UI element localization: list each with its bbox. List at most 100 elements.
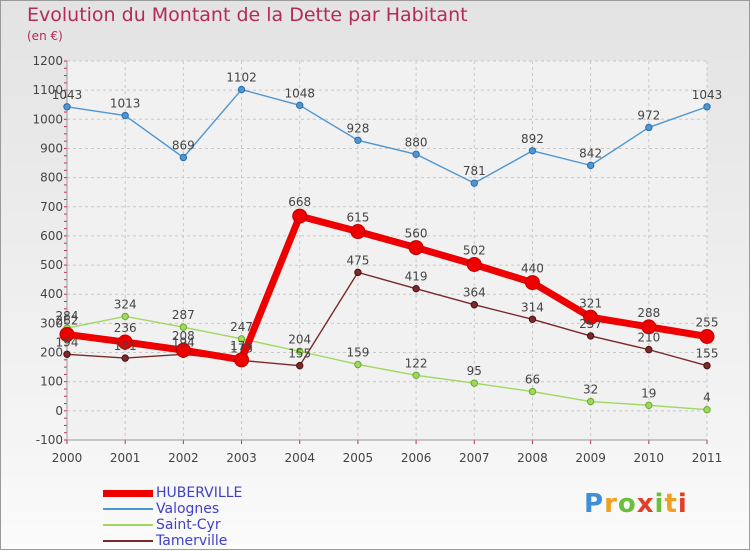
data-point-huberville: [699, 329, 715, 345]
data-label-huberville: 440: [521, 262, 544, 276]
data-label-huberville: 262: [56, 313, 79, 327]
data-label-valognes: 1043: [52, 88, 83, 102]
data-point-saint-cyr: [412, 371, 420, 379]
y-tick-label: 600: [40, 229, 63, 243]
data-label-huberville: 502: [463, 243, 486, 257]
data-point-tamerville: [412, 284, 420, 293]
data-point-huberville: [641, 319, 657, 335]
y-tick-label: 1000: [32, 112, 63, 126]
data-label-tamerville: 257: [579, 317, 602, 331]
legend-swatch: [103, 540, 153, 542]
logo-letter: o: [617, 489, 637, 519]
x-tick-label: 2011: [692, 451, 723, 465]
data-point-valognes: [296, 101, 304, 110]
data-label-saint-cyr: 19: [641, 386, 656, 400]
x-tick-label: 2007: [459, 451, 490, 465]
plot-area: [67, 61, 707, 440]
data-point-saint-cyr: [703, 405, 711, 414]
data-point-tamerville: [296, 361, 304, 370]
data-point-tamerville: [354, 268, 362, 277]
data-label-tamerville: 314: [521, 300, 544, 314]
data-point-valognes: [63, 103, 71, 111]
data-label-tamerville: 194: [172, 335, 195, 349]
legend-label: Valognes: [156, 501, 220, 517]
data-label-huberville: 236: [114, 321, 137, 335]
data-point-saint-cyr: [237, 335, 246, 343]
data-label-tamerville: 210: [637, 331, 660, 345]
chart-subtitle: (en €): [27, 29, 63, 43]
data-label-valognes: 972: [637, 108, 660, 122]
logo-letter: i: [654, 489, 665, 519]
logo-letter: i: [677, 489, 688, 519]
data-point-valognes: [703, 103, 711, 111]
x-tick-label: 2001: [110, 451, 141, 465]
legend-label: HUBERVILLE: [156, 485, 243, 501]
y-tick-label: 1200: [32, 54, 63, 68]
data-label-huberville: 208: [172, 329, 195, 343]
data-point-valognes: [121, 111, 129, 120]
y-tick-label: 400: [40, 287, 63, 301]
data-label-valognes: 869: [172, 138, 195, 152]
data-point-huberville: [466, 256, 482, 272]
data-point-valognes: [237, 85, 246, 94]
data-label-valognes: 880: [405, 135, 428, 149]
data-point-valognes: [412, 150, 420, 158]
data-point-tamerville: [586, 332, 595, 340]
logo-letter: t: [664, 489, 678, 519]
data-label-saint-cyr: 324: [114, 297, 137, 311]
x-tick-label: 2005: [343, 451, 374, 465]
series-line-tamerville: [66, 271, 708, 367]
y-tick-label: 100: [40, 375, 63, 389]
x-tick-label: 2003: [226, 451, 257, 465]
data-label-saint-cyr: 4: [703, 391, 711, 405]
data-label-valognes: 842: [579, 146, 602, 160]
data-point-valognes: [470, 179, 478, 187]
data-point-tamerville: [121, 354, 129, 362]
y-tick-label: 800: [40, 171, 63, 185]
data-point-huberville: [175, 342, 191, 358]
y-tick-label: 700: [40, 200, 63, 214]
data-point-saint-cyr: [121, 312, 129, 321]
data-label-valognes: 1043: [692, 88, 723, 102]
proxiti-logo: Proxiti: [584, 489, 688, 519]
data-point-tamerville: [63, 350, 71, 358]
data-label-valognes: 1013: [110, 97, 141, 111]
data-label-tamerville: 155: [696, 347, 719, 361]
x-tick-label: 2004: [284, 451, 315, 465]
data-label-huberville: 175: [230, 339, 253, 353]
data-point-huberville: [524, 275, 540, 291]
data-label-saint-cyr: 204: [288, 332, 311, 346]
data-point-saint-cyr: [586, 397, 595, 406]
data-label-valognes: 1048: [284, 86, 315, 100]
data-label-huberville: 560: [405, 227, 428, 241]
series-line-huberville: [66, 212, 708, 364]
data-label-tamerville: 475: [346, 253, 369, 267]
data-label-tamerville: 364: [463, 286, 486, 300]
data-label-saint-cyr: 66: [525, 373, 540, 387]
data-point-huberville: [59, 326, 75, 342]
data-label-tamerville: 173: [230, 341, 253, 355]
data-point-saint-cyr: [528, 387, 537, 396]
data-point-saint-cyr: [470, 379, 478, 387]
chart-title: Evolution du Montant de la Dette par Hab…: [27, 4, 468, 26]
legend-swatch: [103, 524, 153, 526]
data-point-valognes: [179, 153, 188, 162]
y-tick-label: 900: [40, 141, 63, 155]
data-label-saint-cyr: 122: [405, 356, 428, 370]
data-point-valognes: [354, 136, 362, 144]
data-label-saint-cyr: 284: [56, 309, 79, 323]
data-point-saint-cyr: [354, 360, 362, 369]
data-label-valognes: 781: [463, 164, 486, 178]
series-line-valognes: [66, 88, 708, 184]
y-tick-label: 1100: [32, 83, 63, 97]
data-label-valognes: 928: [346, 121, 369, 135]
data-label-valognes: 892: [521, 132, 544, 146]
y-tick-label: 300: [40, 316, 63, 330]
x-tick-label: 2010: [634, 451, 665, 465]
legend-label: Tamerville: [156, 533, 228, 549]
data-point-tamerville: [528, 315, 537, 324]
data-label-huberville: 288: [637, 306, 660, 320]
data-point-huberville: [292, 208, 308, 224]
data-point-saint-cyr: [179, 323, 188, 331]
